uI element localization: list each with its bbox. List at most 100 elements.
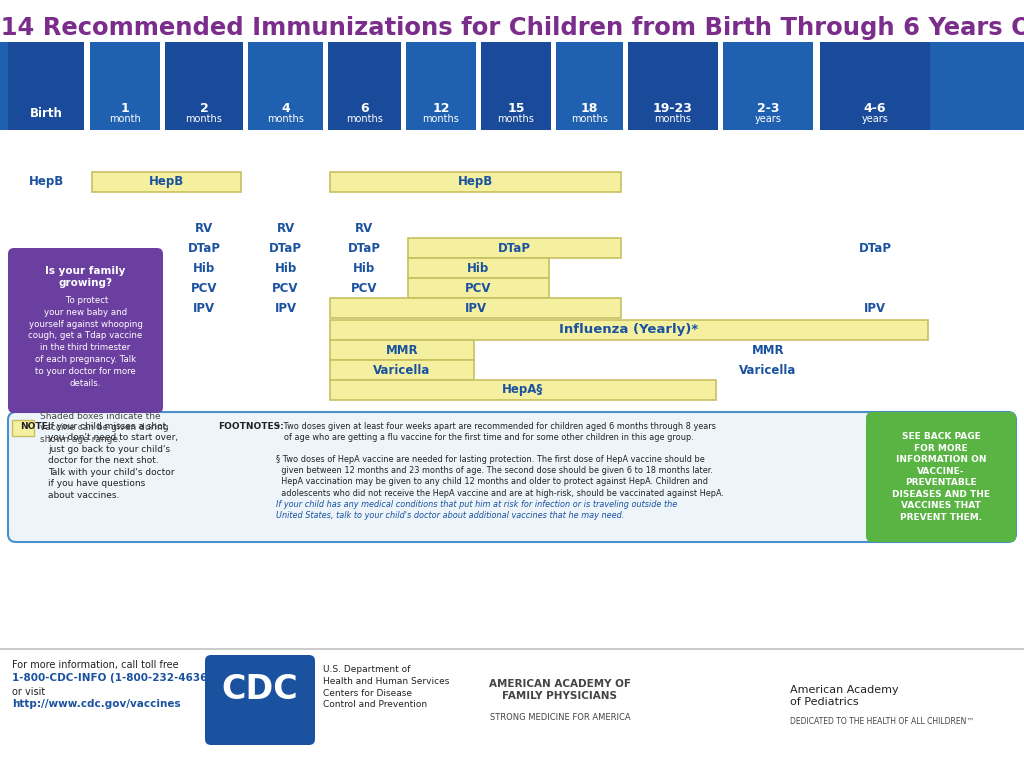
Text: DTaP: DTaP <box>498 242 531 255</box>
Bar <box>813 42 820 130</box>
Bar <box>323 42 328 130</box>
Bar <box>248 42 323 130</box>
Bar <box>718 42 723 130</box>
Bar <box>556 42 623 130</box>
Bar <box>330 320 928 340</box>
Text: RV: RV <box>195 221 213 234</box>
Text: CDC: CDC <box>221 672 298 706</box>
Text: If your child has any medical conditions that put him at risk for infection or i: If your child has any medical conditions… <box>276 500 677 520</box>
FancyBboxPatch shape <box>866 412 1016 542</box>
Text: U.S. Department of
Health and Human Services
Centers for Disease
Control and Pre: U.S. Department of Health and Human Serv… <box>323 665 450 709</box>
Text: months: months <box>346 114 383 124</box>
Bar <box>820 42 930 130</box>
Text: IPV: IPV <box>864 302 886 315</box>
Text: 4-6: 4-6 <box>864 102 886 115</box>
Text: MMR: MMR <box>752 343 784 356</box>
Text: 4: 4 <box>282 102 290 115</box>
Text: STRONG MEDICINE FOR AMERICA: STRONG MEDICINE FOR AMERICA <box>489 713 631 722</box>
Text: 2-3: 2-3 <box>757 102 779 115</box>
Text: To protect
your new baby and
yourself against whooping
cough, get a Tdap vaccine: To protect your new baby and yourself ag… <box>29 296 142 387</box>
Text: RV: RV <box>276 221 295 234</box>
Text: DTaP: DTaP <box>269 242 302 255</box>
Text: or visit: or visit <box>12 687 45 697</box>
Bar <box>408 238 621 258</box>
Text: Varicella: Varicella <box>739 364 797 377</box>
Bar <box>481 42 551 130</box>
Text: HepB: HepB <box>458 176 494 189</box>
Text: Hib: Hib <box>353 262 376 274</box>
Bar <box>330 380 716 400</box>
Text: MMR: MMR <box>386 343 419 356</box>
Text: Shaded boxes indicate the
vaccine can be given during
shown age range.: Shaded boxes indicate the vaccine can be… <box>40 412 169 443</box>
Text: months: months <box>267 114 304 124</box>
Text: 6: 6 <box>360 102 369 115</box>
Bar <box>628 42 718 130</box>
Text: American Academy
of Pediatrics: American Academy of Pediatrics <box>790 685 899 707</box>
Bar <box>243 42 248 130</box>
Text: months: months <box>185 114 222 124</box>
Bar <box>408 278 549 298</box>
Bar <box>723 42 813 130</box>
FancyBboxPatch shape <box>205 655 315 745</box>
Text: IPV: IPV <box>193 302 215 315</box>
Bar <box>406 42 476 130</box>
Text: Influenza (Yearly)*: Influenza (Yearly)* <box>559 324 698 337</box>
Text: months: months <box>498 114 535 124</box>
Text: years: years <box>755 114 781 124</box>
Text: Varicella: Varicella <box>374 364 431 377</box>
FancyBboxPatch shape <box>8 412 1016 542</box>
Text: DTaP: DTaP <box>858 242 892 255</box>
Text: years: years <box>861 114 889 124</box>
Bar <box>551 42 556 130</box>
Bar <box>401 42 406 130</box>
Text: • Two doses given at least four weeks apart are recommended for children aged 6 : • Two doses given at least four weeks ap… <box>276 422 724 497</box>
Text: 18: 18 <box>581 102 598 115</box>
Bar <box>165 42 243 130</box>
Bar <box>476 42 481 130</box>
Text: Birth: Birth <box>30 107 62 120</box>
Bar <box>330 340 474 360</box>
Text: NOTE:: NOTE: <box>20 422 51 431</box>
Bar <box>408 258 549 278</box>
Bar <box>623 42 628 130</box>
Text: SEE BACK PAGE
FOR MORE
INFORMATION ON
VACCINE-
PREVENTABLE
DISEASES AND THE
VACC: SEE BACK PAGE FOR MORE INFORMATION ON VA… <box>892 432 990 522</box>
Text: Hib: Hib <box>274 262 297 274</box>
FancyBboxPatch shape <box>8 248 163 413</box>
Text: 15: 15 <box>507 102 524 115</box>
Bar <box>0 42 1024 130</box>
Text: 2014 Recommended Immunizations for Children from Birth Through 6 Years Old: 2014 Recommended Immunizations for Child… <box>0 16 1024 40</box>
Bar <box>90 42 160 130</box>
Bar <box>0 648 1024 650</box>
Text: If your child misses a shot,
you don't need to start over,
just go back to your : If your child misses a shot, you don't n… <box>48 422 178 500</box>
Text: 12: 12 <box>432 102 450 115</box>
Text: PCV: PCV <box>351 281 378 295</box>
Bar <box>12 420 34 436</box>
Text: IPV: IPV <box>274 302 297 315</box>
Text: Hib: Hib <box>193 262 215 274</box>
Bar <box>92 172 241 192</box>
Bar <box>8 42 84 130</box>
Text: DTaP: DTaP <box>348 242 381 255</box>
Text: HepB: HepB <box>29 176 63 189</box>
Text: Is your family
growing?: Is your family growing? <box>45 266 126 288</box>
Text: FOOTNOTES:: FOOTNOTES: <box>218 422 284 431</box>
Text: HepA§: HepA§ <box>503 384 544 396</box>
Bar <box>330 360 474 380</box>
Bar <box>330 298 621 318</box>
Text: For more information, call toll free: For more information, call toll free <box>12 660 178 670</box>
Text: DTaP: DTaP <box>187 242 220 255</box>
Text: months: months <box>571 114 608 124</box>
Text: PCV: PCV <box>272 281 299 295</box>
Bar <box>84 42 90 130</box>
Text: AMERICAN ACADEMY OF
FAMILY PHYSICIANS: AMERICAN ACADEMY OF FAMILY PHYSICIANS <box>489 679 631 701</box>
Text: 2: 2 <box>200 102 208 115</box>
Text: months: months <box>654 114 691 124</box>
Text: PCV: PCV <box>190 281 217 295</box>
Text: IPV: IPV <box>465 302 486 315</box>
Text: 19-23: 19-23 <box>653 102 693 115</box>
Text: months: months <box>423 114 460 124</box>
Text: HepB: HepB <box>148 176 184 189</box>
Text: month: month <box>110 114 141 124</box>
Bar <box>330 172 621 192</box>
Text: DEDICATED TO THE HEALTH OF ALL CHILDREN™: DEDICATED TO THE HEALTH OF ALL CHILDREN™ <box>790 717 974 726</box>
